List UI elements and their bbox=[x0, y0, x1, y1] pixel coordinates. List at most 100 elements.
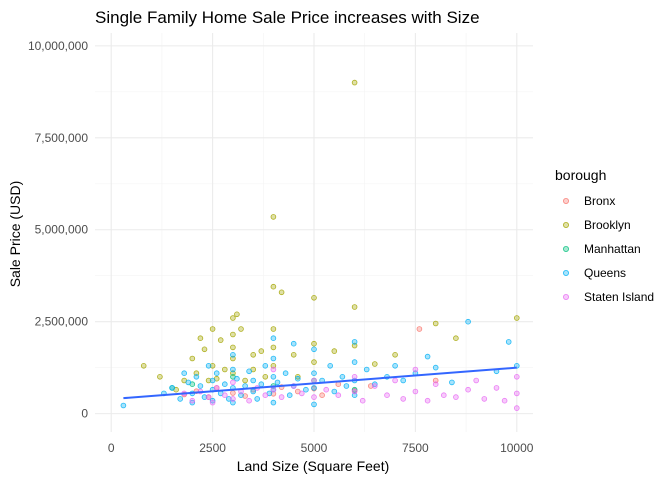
x-tick-label: 5000 bbox=[301, 441, 328, 455]
point-queens bbox=[311, 401, 317, 408]
point-staten-island bbox=[392, 377, 398, 384]
x-tick-label: 0 bbox=[108, 441, 115, 455]
point-brooklyn bbox=[270, 344, 277, 351]
point-queens bbox=[311, 385, 317, 391]
point-staten-island bbox=[270, 366, 277, 373]
point-brooklyn bbox=[331, 348, 338, 354]
point-queens bbox=[294, 375, 301, 382]
point-staten-island bbox=[298, 390, 305, 397]
gridlines bbox=[95, 33, 533, 432]
point-staten-island bbox=[213, 385, 220, 391]
point-staten-island bbox=[513, 373, 520, 380]
legend-label-staten-island: Staten Island bbox=[584, 290, 654, 304]
point-brooklyn bbox=[392, 351, 398, 358]
point-queens bbox=[201, 394, 208, 400]
point-queens bbox=[230, 351, 236, 358]
point-staten-island bbox=[473, 377, 480, 384]
point-staten-island bbox=[493, 385, 500, 391]
y-tick-label: 7,500,000 bbox=[35, 131, 89, 145]
point-brooklyn bbox=[311, 340, 317, 347]
point-staten-island bbox=[400, 396, 407, 402]
point-brooklyn bbox=[262, 373, 269, 380]
point-brooklyn bbox=[238, 326, 244, 332]
y-tick-label: 5,000,000 bbox=[35, 223, 89, 237]
point-staten-island bbox=[412, 366, 419, 373]
legend-key-bronx bbox=[563, 197, 570, 204]
point-queens bbox=[120, 402, 127, 409]
trend-line bbox=[123, 366, 517, 400]
point-manhattan bbox=[351, 386, 358, 393]
legend-key-staten-island bbox=[563, 293, 570, 300]
y-axis-ticks: 0 2,500,000 5,000,000 7,500,000 10,000,000 bbox=[28, 39, 88, 421]
point-queens bbox=[193, 373, 200, 380]
point-brooklyn bbox=[209, 362, 216, 369]
legend-key-brooklyn bbox=[563, 221, 570, 228]
point-queens bbox=[222, 381, 228, 388]
point-brooklyn bbox=[242, 377, 248, 384]
legend-label-queens: Queens bbox=[584, 266, 626, 280]
point-staten-island bbox=[209, 399, 216, 406]
point-queens bbox=[274, 379, 281, 386]
point-queens bbox=[282, 370, 289, 377]
point-staten-island bbox=[205, 394, 212, 400]
point-brooklyn bbox=[230, 344, 236, 351]
point-queens bbox=[250, 377, 257, 384]
point-queens bbox=[505, 339, 512, 345]
point-staten-island bbox=[222, 392, 228, 399]
point-queens bbox=[197, 383, 204, 389]
point-brooklyn bbox=[140, 362, 147, 369]
point-brooklyn bbox=[351, 79, 358, 86]
legend-key-queens bbox=[563, 269, 570, 276]
point-bronx bbox=[242, 393, 248, 399]
point-queens bbox=[331, 388, 338, 395]
point-brooklyn bbox=[294, 373, 301, 380]
point-brooklyn bbox=[205, 377, 212, 384]
point-staten-island bbox=[424, 397, 431, 404]
point-staten-island bbox=[371, 383, 378, 389]
x-tick-label: 2500 bbox=[199, 441, 226, 455]
point-brooklyn bbox=[197, 335, 204, 342]
x-tick-label: 10000 bbox=[500, 441, 534, 455]
point-brooklyn bbox=[157, 373, 163, 380]
point-staten-island bbox=[311, 394, 317, 400]
scatter-points bbox=[120, 79, 520, 411]
point-queens bbox=[286, 392, 293, 399]
point-brooklyn bbox=[432, 320, 439, 327]
x-axis-ticks: 0 2500 5000 7500 10000 bbox=[108, 441, 534, 455]
point-brooklyn bbox=[290, 351, 297, 358]
point-staten-island bbox=[513, 390, 520, 397]
point-queens bbox=[270, 373, 277, 380]
point-staten-island bbox=[189, 397, 196, 404]
point-brooklyn bbox=[371, 361, 378, 367]
x-axis-title: Land Size (Square Feet) bbox=[237, 458, 390, 474]
point-staten-island bbox=[453, 394, 459, 400]
point-staten-island bbox=[335, 392, 342, 399]
point-queens bbox=[258, 381, 265, 388]
point-queens bbox=[290, 340, 297, 347]
point-queens bbox=[181, 370, 188, 377]
point-brooklyn bbox=[311, 294, 317, 301]
point-queens bbox=[209, 397, 216, 404]
point-brooklyn bbox=[222, 366, 228, 373]
point-brooklyn bbox=[201, 346, 208, 353]
point-bronx bbox=[416, 326, 423, 332]
trend-line-group bbox=[123, 366, 517, 400]
point-brooklyn bbox=[230, 315, 236, 321]
point-staten-island bbox=[481, 396, 488, 402]
x-tick-label: 7500 bbox=[402, 441, 429, 455]
point-brooklyn bbox=[209, 326, 216, 332]
point-queens bbox=[254, 396, 261, 402]
point-queens bbox=[189, 399, 196, 406]
point-brooklyn bbox=[311, 359, 317, 365]
legend-key-manhattan bbox=[563, 245, 570, 252]
point-brooklyn bbox=[189, 355, 196, 362]
point-queens bbox=[230, 366, 236, 373]
point-queens bbox=[262, 362, 269, 369]
point-staten-island bbox=[351, 388, 358, 395]
point-staten-island bbox=[270, 386, 277, 393]
y-tick-label: 10,000,000 bbox=[28, 39, 88, 53]
point-brooklyn bbox=[230, 331, 236, 338]
point-staten-island bbox=[323, 386, 330, 393]
point-staten-island bbox=[501, 397, 508, 404]
point-staten-island bbox=[432, 381, 439, 388]
